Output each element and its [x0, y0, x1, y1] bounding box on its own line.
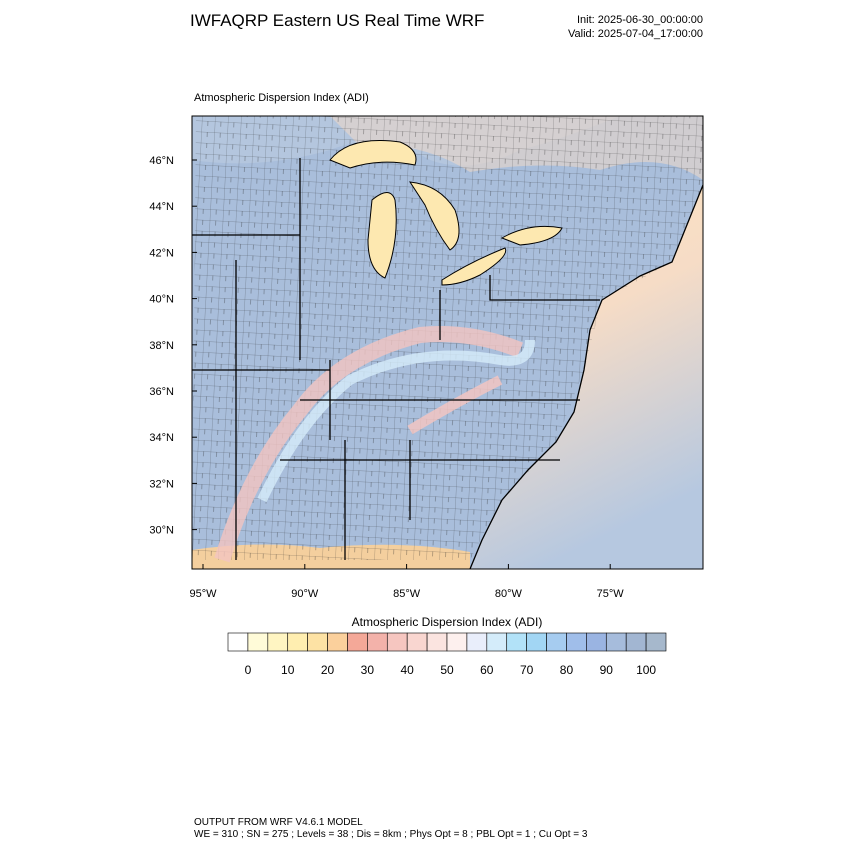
colorbar-swatch: [605, 632, 627, 652]
ocean: [470, 185, 703, 569]
colorbar-label: 30: [361, 663, 375, 677]
lat-label: 30°N: [149, 525, 174, 537]
colorbar-swatch: [386, 632, 408, 652]
colorbar-title: Atmospheric Dispersion Index (ADI): [352, 615, 543, 629]
colorbar: 0 10 20 30 40 50 60 70 80 90 100: [227, 632, 667, 677]
map-frame: [191, 115, 704, 570]
footer-line: WE = 310 ; SN = 275 ; Levels = 38 ; Dis …: [194, 829, 588, 840]
lat-label: 42°N: [149, 247, 174, 259]
lon-label: 80°W: [495, 588, 523, 600]
valid-time: Valid: 2025-07-04_17:00:00: [568, 28, 703, 40]
lat-label: 38°N: [149, 340, 174, 352]
lon-label: 95°W: [189, 588, 217, 600]
colorbar-label: 10: [281, 663, 295, 677]
colorbar-swatch: [367, 632, 388, 652]
colorbar-swatch: [227, 632, 249, 652]
colorbar-swatch: [426, 632, 448, 652]
colorbar-swatch: [486, 632, 508, 652]
map-title: Atmospheric Dispersion Index (ADI): [194, 92, 369, 104]
adi-band: [257, 339, 535, 503]
state-borders: [192, 158, 703, 569]
lake-huron: [409, 181, 460, 251]
lat-label: 44°N: [149, 201, 174, 213]
lat-label: 34°N: [149, 432, 174, 444]
colorbar-swatch: [446, 632, 468, 652]
colorbar-label: 80: [560, 663, 574, 677]
colorbar-label: 0: [245, 663, 252, 677]
lake-michigan: [367, 192, 397, 279]
colorbar-swatch: [307, 632, 328, 652]
lat-label: 40°N: [149, 294, 174, 306]
colorbar-label: 90: [600, 663, 614, 677]
colorbar-swatch: [327, 632, 348, 652]
lon-label: 90°W: [291, 588, 319, 600]
colorbar-swatch: [546, 632, 567, 652]
lake-superior: [329, 139, 417, 169]
adi-band: [407, 375, 503, 435]
title: IWFAQRP Eastern US Real Time WRF: [190, 11, 484, 30]
colorbar-swatch: [506, 632, 527, 652]
colorbar-swatch: [247, 632, 269, 652]
map: [192, 116, 703, 569]
colorbar-swatch: [287, 632, 308, 652]
colorbar-swatch: [645, 632, 667, 652]
lon-axis: 95°W 90°W 85°W 80°W 75°W: [189, 564, 624, 600]
colorbar-swatch: [466, 632, 488, 652]
colorbar-label: 20: [321, 663, 335, 677]
colorbar-swatch: [526, 632, 547, 652]
colorbar-swatch: [347, 632, 368, 652]
colorbar-swatch: [625, 632, 647, 652]
lon-label: 75°W: [597, 588, 625, 600]
lon-label: 85°W: [393, 588, 421, 600]
lat-label: 46°N: [149, 155, 174, 167]
colorbar-label: 40: [401, 663, 415, 677]
adi-band: [214, 326, 523, 563]
colorbar-label: 100: [636, 663, 656, 677]
lat-axis: 46°N 44°N 42°N 40°N 38°N 36°N 34°N 32°N 30°N: [149, 155, 197, 537]
colorbar-swatch: [566, 632, 587, 652]
colorbar-label: 70: [520, 663, 534, 677]
lake-erie: [441, 247, 507, 286]
lat-label: 36°N: [149, 386, 174, 398]
colorbar-swatch: [267, 632, 289, 652]
colorbar-label: 60: [480, 663, 494, 677]
footer-line: OUTPUT FROM WRF V4.6.1 MODEL: [194, 817, 363, 828]
colorbar-label: 50: [440, 663, 454, 677]
colorbar-swatch: [586, 632, 607, 652]
lake-ontario: [500, 225, 563, 246]
init-time: Init: 2025-06-30_00:00:00: [577, 14, 703, 26]
lat-label: 32°N: [149, 478, 174, 490]
colorbar-swatch: [406, 632, 428, 652]
